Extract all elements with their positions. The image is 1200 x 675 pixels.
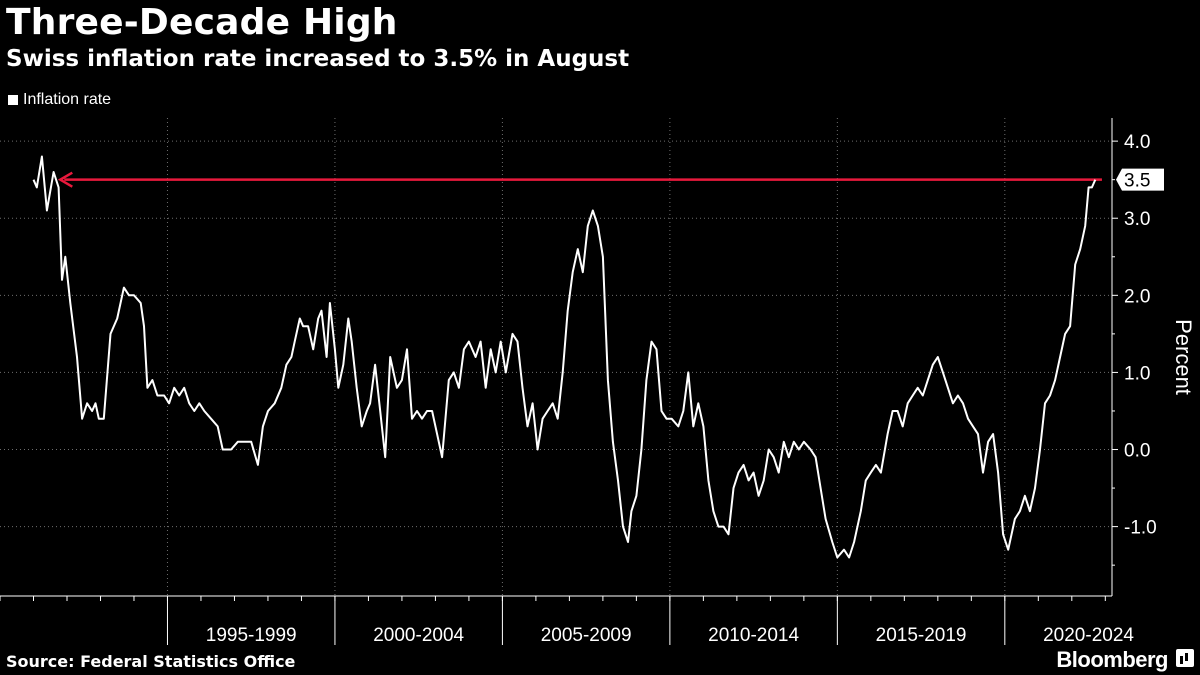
y-tick-label: 0.0: [1124, 441, 1150, 462]
legend: Inflation rate: [8, 91, 111, 109]
last-value-label: 3.5: [1124, 171, 1150, 192]
x-period-label: 2010-2014: [708, 625, 799, 646]
series-line-inflation-rate: [32, 155, 1097, 559]
y-tick-label: 2.0: [1124, 286, 1150, 307]
legend-square-icon: [8, 95, 18, 105]
brand-logo: Bloomberg: [1056, 647, 1168, 672]
x-period-label: 2000-2004: [373, 625, 464, 646]
y-tick-label: -1.0: [1124, 518, 1157, 539]
legend-label: Inflation rate: [23, 91, 112, 108]
bloomberg-chart-icon: [1176, 649, 1194, 667]
y-tick-label: 4.0: [1124, 132, 1150, 153]
chart-title: Three-Decade High: [6, 2, 398, 43]
annotation-arrow-head: [57, 171, 73, 188]
x-period-label: 2020-2024: [1043, 625, 1134, 646]
chart-subtitle: Swiss inflation rate increased to 3.5% i…: [6, 46, 630, 72]
y-tick-label: 1.0: [1124, 363, 1150, 384]
x-period-label: 1995-1999: [206, 625, 297, 646]
y-tick-label: 3.0: [1124, 209, 1150, 230]
x-period-label: 2005-2009: [541, 625, 632, 646]
y-axis-label: Percent: [1171, 319, 1196, 395]
x-period-label: 2015-2019: [876, 625, 967, 646]
last-value-tag: [1116, 168, 1164, 191]
source-note: Source: Federal Statistics Office: [6, 652, 296, 671]
